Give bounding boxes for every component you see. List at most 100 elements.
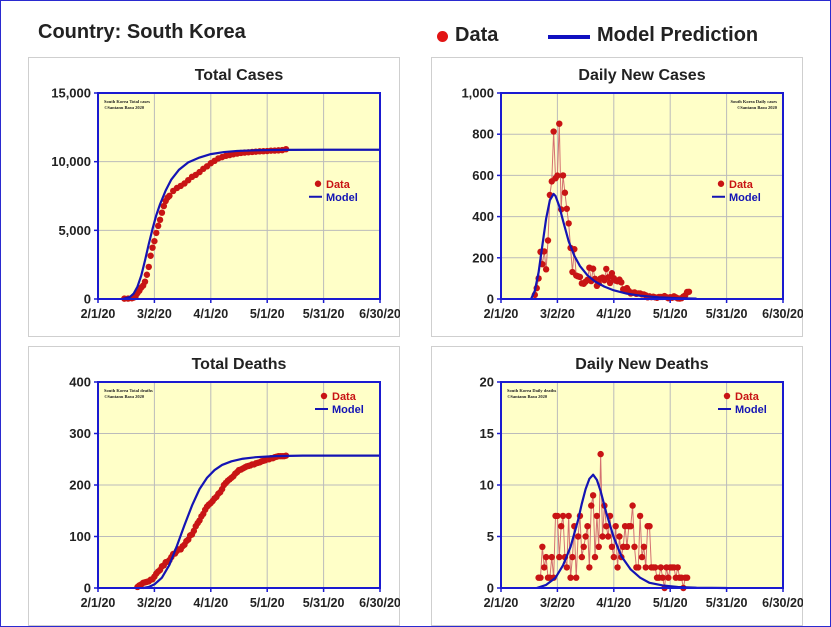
daily-new-deaths-data-point (665, 574, 672, 581)
daily-new-deaths-data-point (597, 450, 604, 458)
total-deaths-credit-note: ©Santanu Basu 2020 (104, 394, 145, 399)
daily-new-deaths-x-tick-label: 5/1/20 (653, 596, 688, 610)
total-cases-axes-frame (97, 92, 381, 300)
daily-new-deaths-data-point (610, 553, 617, 561)
daily-new-deaths-data-point (567, 574, 574, 581)
daily-new-deaths-data-point (595, 543, 602, 550)
total-cases-data-point (141, 278, 149, 285)
daily-new-deaths-data-point (638, 553, 646, 561)
total-cases-data-point (153, 229, 160, 237)
total-deaths-x-tick-label: 6/30/20 (359, 596, 400, 610)
daily-new-deaths-data-point (631, 543, 638, 550)
total-cases-x-tick-label: 4/1/20 (193, 307, 228, 321)
daily-new-deaths-data-point (542, 553, 550, 561)
daily-new-cases-panel: Daily New Cases South Korea Daily cases ©S… (431, 57, 803, 337)
daily-new-deaths-data-point (559, 512, 567, 520)
total-cases-data-point (147, 252, 154, 259)
daily-new-cases-data-point (544, 237, 552, 244)
total-deaths-x-tick-label: 3/2/20 (137, 596, 172, 610)
total-cases-y-tick-label: 10,000 (51, 154, 91, 169)
total-deaths-x-tick-label: 4/1/20 (193, 596, 228, 610)
daily-new-deaths-data-point (642, 564, 649, 571)
daily-new-deaths-data-point (612, 523, 619, 530)
daily-new-cases-x-tick-label: 3/2/20 (540, 307, 575, 321)
daily-new-cases-data-point (561, 189, 569, 196)
total-cases-model-line (122, 148, 380, 301)
total-cases-data-point (143, 271, 151, 278)
daily-new-deaths-data-point (588, 502, 595, 509)
daily-new-cases-credit-note: South Korea Daily cases (730, 99, 777, 104)
daily-new-cases-data-point (542, 266, 550, 273)
total-cases-credit-note: South Korea Total cases (104, 99, 150, 104)
total-cases-data-point (160, 202, 167, 210)
daily-new-cases-axes-frame (500, 92, 784, 300)
daily-new-deaths-data-point (651, 564, 659, 571)
top-legend-data-marker (437, 31, 448, 42)
total-deaths-title: Total Deaths (192, 356, 287, 373)
daily-new-deaths-title: Daily New Deaths (575, 356, 708, 373)
daily-new-deaths-data-point (636, 512, 644, 520)
daily-new-deaths-data-point (614, 564, 621, 571)
daily-new-deaths-data-point (537, 574, 544, 581)
daily-new-cases-data-point (618, 279, 625, 286)
daily-new-deaths-data-point (604, 533, 612, 540)
total-cases-y-tick-label: 0 (84, 292, 91, 307)
daily-new-deaths-y-tick-label: 20 (480, 375, 494, 390)
daily-new-deaths-data-point (557, 523, 565, 530)
top-legend-model-line (548, 35, 590, 39)
daily-new-deaths-y-tick-label: 5 (487, 529, 494, 544)
daily-new-cases-data-point (563, 205, 570, 212)
daily-new-cases-y-tick-label: 1,000 (461, 86, 494, 101)
daily-new-deaths-data-point (580, 543, 587, 550)
country-title: Country: South Korea (38, 21, 246, 43)
total-cases-legend-data-marker (314, 180, 322, 187)
total-cases-data-point (156, 216, 164, 224)
daily-new-cases-data-point (559, 172, 567, 179)
daily-new-cases-x-tick-label: 5/31/20 (706, 307, 748, 321)
total-cases-credit-note: ©Santanu Basu 2020 (104, 105, 145, 110)
daily-new-cases-y-tick-label: 600 (472, 168, 494, 183)
daily-new-deaths-chart: Daily New Deaths South Korea Daily deaths… (431, 346, 803, 626)
daily-new-deaths-data-point (578, 553, 586, 561)
daily-new-cases-legend-data-marker (717, 180, 725, 187)
total-cases-x-tick-label: 6/30/20 (359, 307, 400, 321)
daily-new-deaths-data-point (627, 523, 634, 530)
total-cases-data-point (154, 222, 162, 230)
daily-new-deaths-data-point (635, 564, 642, 571)
total-cases-legend-data-label: Data (326, 179, 351, 191)
daily-new-cases-x-tick-label: 5/1/20 (653, 307, 688, 321)
daily-new-deaths-data-point (608, 543, 616, 550)
total-cases-y-tick-label: 15,000 (51, 86, 91, 101)
total-cases-legend-model-label: Model (326, 192, 358, 204)
daily-new-cases-y-tick-label: 400 (472, 209, 494, 224)
daily-new-cases-data-point (608, 270, 616, 277)
daily-new-deaths-data-point (623, 543, 631, 550)
daily-new-cases-data-point (603, 265, 610, 273)
daily-new-deaths-data-point (683, 574, 691, 581)
total-deaths-x-tick-label: 2/1/20 (81, 596, 116, 610)
total-cases-data-point (151, 237, 158, 245)
total-deaths-y-tick-label: 100 (69, 529, 91, 544)
total-cases-x-tick-label: 5/1/20 (250, 307, 285, 321)
total-deaths-panel: Total Deaths South Korea Total deaths ©San… (28, 346, 400, 626)
daily-new-cases-y-tick-label: 800 (472, 127, 494, 142)
daily-new-deaths-y-tick-label: 15 (480, 426, 494, 441)
daily-new-deaths-data-point (599, 533, 606, 540)
daily-new-deaths-data-point (591, 553, 599, 561)
daily-new-deaths-data-point (548, 553, 555, 561)
daily-new-cases-title: Daily New Cases (578, 67, 705, 84)
total-cases-x-tick-label: 2/1/20 (81, 307, 116, 321)
daily-new-deaths-x-tick-label: 2/1/20 (484, 596, 519, 610)
total-cases-data-point (145, 263, 152, 271)
daily-new-deaths-data-point (565, 512, 572, 520)
daily-new-deaths-credit-note: ©Santanu Basu 2020 (507, 394, 548, 399)
daily-new-cases-data-point (550, 128, 557, 135)
daily-new-cases-data-point (576, 273, 584, 281)
total-cases-y-tick-label: 5,000 (58, 223, 91, 238)
total-deaths-y-tick-label: 200 (69, 478, 91, 493)
daily-new-cases-data-point (556, 120, 563, 127)
daily-new-deaths-x-tick-label: 5/31/20 (706, 596, 748, 610)
daily-new-deaths-model-line (536, 473, 727, 590)
total-deaths-legend-model-label: Model (332, 404, 364, 416)
